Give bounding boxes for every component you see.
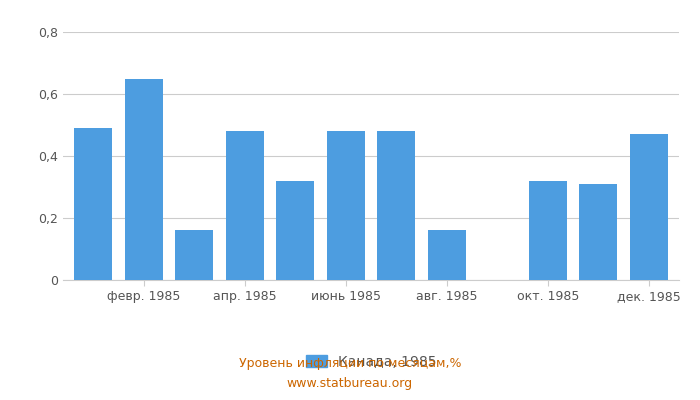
Legend: Канада, 1985: Канада, 1985 xyxy=(300,349,442,374)
Bar xyxy=(630,134,668,280)
Bar xyxy=(327,131,365,280)
Bar xyxy=(377,131,415,280)
Bar xyxy=(428,230,466,280)
Bar xyxy=(175,230,214,280)
Text: Уровень инфляции по месяцам,%: Уровень инфляции по месяцам,% xyxy=(239,358,461,370)
Bar xyxy=(226,131,264,280)
Text: www.statbureau.org: www.statbureau.org xyxy=(287,378,413,390)
Bar xyxy=(276,181,314,280)
Bar xyxy=(74,128,112,280)
Bar xyxy=(125,78,162,280)
Bar xyxy=(580,184,617,280)
Bar xyxy=(528,181,567,280)
